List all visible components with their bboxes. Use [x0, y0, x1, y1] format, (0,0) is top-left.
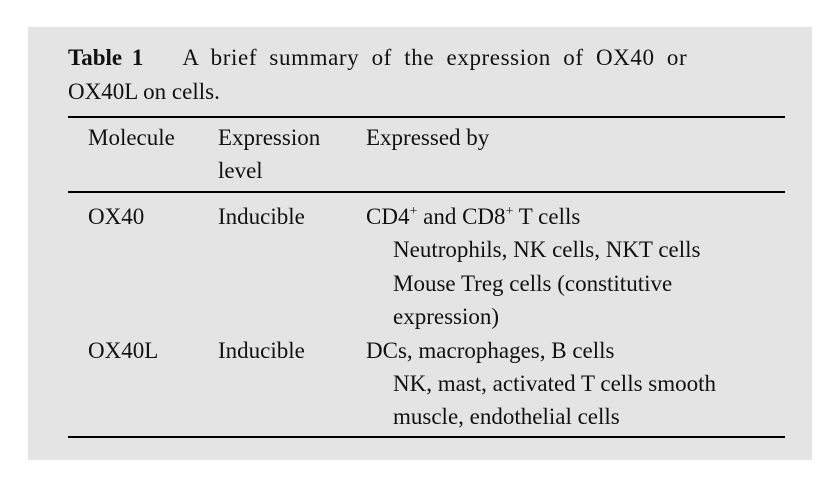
bottom-rule — [68, 436, 785, 438]
caption-text: A brief summary of the expression of OX4… — [182, 45, 688, 70]
row-2-cells-line-3: muscle, endothelial cells — [393, 404, 620, 429]
header-rule — [68, 191, 785, 193]
top-rule — [68, 116, 785, 118]
header-level: level — [218, 158, 263, 183]
row-2-cells-line-1: DCs, macrophages, B cells — [366, 338, 615, 363]
header-expression: Expression — [218, 125, 321, 150]
row-2-level: Inducible — [218, 338, 305, 363]
row-1-cells-line-2: Neutrophils, NK cells, NKT cells — [393, 237, 701, 262]
row-1-cells-line-1: CD4+ and CD8+ T cells — [366, 204, 581, 229]
caption-label: Table 1 — [68, 45, 144, 70]
row-2-cells-line-2: NK, mast, activated T cells smooth — [393, 371, 717, 396]
header-molecule: Molecule — [88, 125, 175, 150]
row-1-cells-line-3: Mouse Treg cells (constitutive — [393, 271, 673, 296]
table-panel — [28, 27, 812, 460]
row-2-molecule: OX40L — [88, 338, 159, 363]
header-expressed-by: Expressed by — [366, 125, 490, 150]
caption-text-2: OX40L on cells. — [68, 79, 220, 104]
table-caption: Table 1 A brief summary of the expressio… — [68, 45, 687, 71]
row-1-level: Inducible — [218, 204, 305, 229]
row-1-cells-line-4: expression) — [393, 304, 500, 329]
row-1-molecule: OX40 — [88, 204, 145, 229]
